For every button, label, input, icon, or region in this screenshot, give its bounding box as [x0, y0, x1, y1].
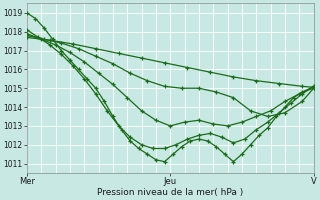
X-axis label: Pression niveau de la mer( hPa ): Pression niveau de la mer( hPa ): [97, 188, 244, 197]
